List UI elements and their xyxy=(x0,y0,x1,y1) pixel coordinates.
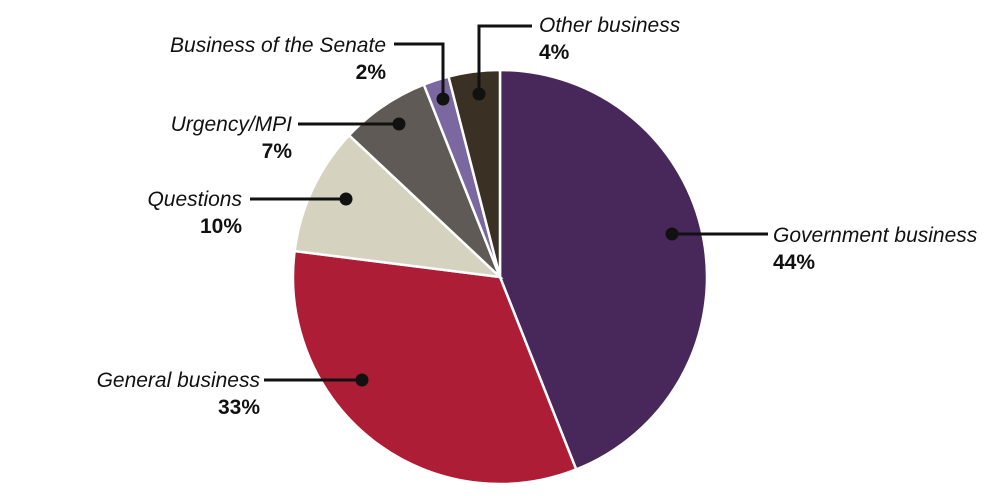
leader-dot-questions xyxy=(339,192,353,206)
leader-dot-other-business xyxy=(472,87,486,101)
pct-government-business: 44% xyxy=(773,251,815,274)
leader-dot-government-business xyxy=(665,227,679,241)
leader-line-other-business xyxy=(477,24,532,94)
label-general-business: General business xyxy=(97,369,261,392)
slice-government-business xyxy=(498,68,709,472)
label-urgency-mpi: Urgency/MPI xyxy=(171,113,293,136)
pie-slices xyxy=(291,68,709,486)
leader-lines xyxy=(250,24,768,387)
pct-other-business: 4% xyxy=(539,41,570,64)
leader-dot-urgency-mpi xyxy=(392,117,406,131)
slice-labels: Government business 44% General business… xyxy=(97,14,978,419)
leader-dot-general-business xyxy=(355,373,369,387)
pct-questions: 10% xyxy=(200,215,242,238)
label-questions: Questions xyxy=(147,188,242,211)
pct-business-of-the-senate: 2% xyxy=(356,61,387,84)
slice-other-business xyxy=(446,68,502,278)
slice-general-business xyxy=(291,249,578,486)
leader-line-business-of-the-senate xyxy=(394,42,445,99)
pct-urgency-mpi: 7% xyxy=(262,140,293,163)
pct-general-business: 33% xyxy=(218,396,260,419)
label-government-business: Government business xyxy=(773,224,978,247)
slice-questions xyxy=(293,133,504,279)
leader-dot-business-of-the-senate xyxy=(436,92,450,106)
label-business-of-the-senate: Business of the Senate xyxy=(170,34,386,57)
label-other-business: Other business xyxy=(539,14,681,37)
